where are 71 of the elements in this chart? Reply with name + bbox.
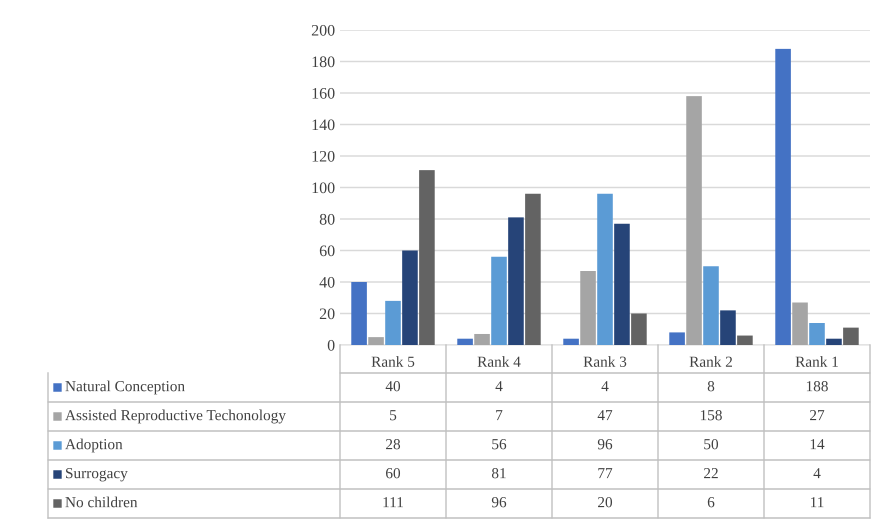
y-tick-label: 20: [320, 308, 335, 320]
bar: [720, 310, 736, 345]
bar: [351, 282, 367, 345]
bar: [809, 322, 825, 345]
data-label: 158: [700, 410, 722, 420]
bar: [703, 266, 719, 345]
y-tick-label: 200: [312, 24, 335, 36]
data-label: 4: [495, 381, 503, 392]
data-label: 188: [806, 381, 828, 392]
data-label: 27: [810, 410, 824, 420]
data-label: 50: [704, 439, 718, 450]
data-label: 60: [386, 468, 400, 478]
legend-label: Surrogacy: [66, 468, 128, 482]
x-tick-label: Rank 1: [796, 356, 838, 367]
data-label: 20: [598, 497, 612, 508]
y-tick-label: 140: [312, 119, 335, 130]
data-label: 96: [492, 497, 506, 508]
bar: [368, 337, 384, 345]
data-label: 7: [496, 410, 502, 420]
bar: [457, 338, 473, 345]
y-tick-label: 60: [320, 245, 335, 256]
bar: [508, 217, 524, 345]
data-label: 77: [598, 468, 612, 478]
bar: [580, 270, 596, 345]
data-label: 28: [386, 439, 400, 450]
bar: [563, 338, 579, 345]
data-label: 81: [492, 468, 506, 478]
y-tick-label: 160: [312, 88, 335, 99]
data-label: 4: [813, 468, 821, 478]
y-tick-label: 100: [312, 182, 335, 194]
data-label: 4: [601, 381, 609, 392]
y-tick-label: 0: [328, 340, 335, 351]
data-label: 8: [708, 381, 714, 392]
data-label: 40: [386, 381, 400, 392]
data-label: 11: [810, 497, 824, 508]
data-label: 56: [492, 439, 506, 450]
data-label: 96: [598, 439, 612, 450]
bar: [614, 224, 630, 345]
bar: [402, 250, 418, 345]
data-label: 6: [708, 497, 714, 508]
bar: [686, 96, 702, 345]
y-tick-label: 80: [320, 214, 335, 225]
y-tick-label: 180: [312, 56, 335, 68]
y-tick-label: 40: [319, 276, 335, 288]
bar: [491, 256, 507, 345]
legend-label: Natural Conception: [65, 380, 185, 394]
bar: [843, 328, 859, 345]
bar: [826, 338, 842, 345]
data-label: 14: [810, 439, 824, 450]
bar: [792, 302, 808, 345]
bar: [474, 334, 490, 345]
x-tick-label: Rank 3: [584, 356, 626, 367]
bar: [669, 332, 685, 345]
data-label: 47: [598, 410, 612, 420]
x-tick-label: Rank 5: [372, 356, 414, 367]
bar: [525, 194, 541, 345]
data-label: 5: [390, 410, 396, 420]
bar: [775, 48, 791, 345]
x-tick-label: Rank 2: [690, 356, 732, 367]
legend-label: Adoption: [65, 438, 122, 452]
data-label: 22: [704, 468, 718, 478]
bar: [597, 194, 613, 345]
x-tick-label: Rank 4: [478, 356, 521, 367]
bar: [419, 170, 435, 345]
legend-label: Assisted Reproductive Techonology: [65, 410, 286, 424]
bar: [631, 314, 647, 345]
data-label: 111: [383, 497, 403, 508]
bar: [737, 336, 753, 345]
y-tick-label: 120: [312, 150, 335, 162]
bar: [385, 300, 401, 345]
legend-label: No children: [65, 496, 138, 508]
